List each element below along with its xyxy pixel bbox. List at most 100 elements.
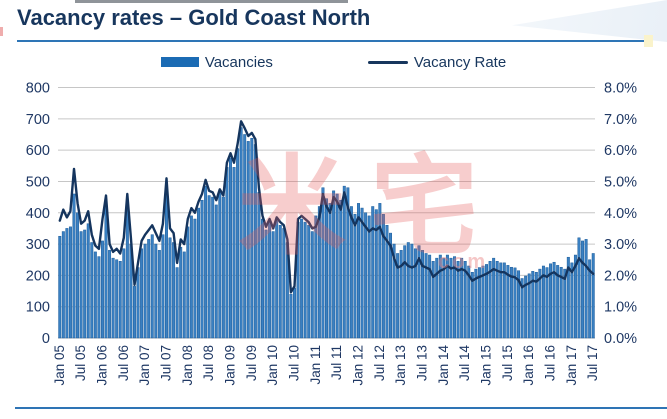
x-axis-tick: Jul 10	[286, 345, 301, 381]
vacancies-bar	[204, 185, 208, 339]
x-axis-tick: Jan 17	[564, 345, 579, 386]
x-axis-tick: Jul 17	[585, 345, 600, 381]
vacancies-bar	[122, 248, 126, 339]
vacancies-bar	[424, 253, 428, 339]
vacancies-bar	[346, 187, 350, 339]
vacancies-bar	[68, 226, 72, 339]
vacancies-bar	[353, 214, 357, 339]
left-axis-tick: 400	[26, 206, 50, 222]
vacancies-bar	[559, 266, 563, 339]
vacancies-bar	[278, 225, 282, 339]
vacancies-bar	[385, 225, 389, 339]
left-axis-tick: 600	[26, 143, 50, 159]
vacancies-bar	[193, 218, 197, 339]
vacancies-bar	[132, 286, 136, 339]
vacancies-bar	[232, 167, 236, 339]
vacancies-bar	[509, 266, 513, 339]
vacancies-bar	[453, 256, 457, 339]
vacancies-bar	[488, 261, 492, 339]
x-axis-tick: Jul 08	[201, 345, 216, 381]
x-axis-tick: Jul 15	[500, 345, 515, 381]
vacancies-bar	[282, 228, 286, 339]
vacancies-bar	[289, 293, 293, 339]
vacancies-bar	[474, 268, 478, 339]
vacancies-bar	[332, 190, 336, 339]
vacancies-bar	[396, 253, 400, 339]
vacancies-bar	[495, 261, 499, 339]
vacancies-bar	[79, 231, 83, 339]
vacancies-bar	[527, 273, 531, 339]
vacancies-bar	[492, 257, 496, 339]
vacancies-bar	[115, 259, 119, 339]
vacancies-bar	[189, 215, 193, 339]
right-axis-tick: 8.0%	[604, 81, 637, 97]
right-axis-tick: 6.0%	[604, 143, 637, 159]
vacancies-bar	[264, 229, 268, 339]
vacancies-bar	[467, 265, 471, 339]
vacancies-bar	[250, 137, 254, 339]
vacancies-bar	[581, 240, 585, 339]
x-axis-tick: Jan 14	[436, 345, 451, 386]
vacancies-bar	[371, 206, 375, 339]
vacancies-bar	[58, 235, 62, 339]
vacancies-bar	[591, 253, 595, 339]
vacancy-rate-line-swatch-icon	[367, 60, 408, 64]
right-axis-tick: 4.0%	[604, 206, 637, 222]
vacancies-bar	[225, 167, 229, 339]
vacancies-bar	[413, 248, 417, 339]
vacancies-bar	[321, 187, 325, 339]
vacancies-bar	[61, 231, 65, 339]
left-axis-tick: 300	[26, 237, 50, 253]
vacancies-bar	[307, 225, 311, 339]
x-axis-tick: Jul 12	[372, 345, 387, 381]
left-axis-tick: 200	[26, 268, 50, 284]
vacancies-bar	[545, 267, 549, 339]
legend-label-vacancy-rate: Vacancy Rate	[413, 53, 507, 71]
left-axis-tick: 100	[26, 300, 50, 316]
vacancies-bar	[456, 261, 460, 339]
vacancies-bar	[147, 239, 151, 339]
vacancies-bar	[389, 232, 392, 339]
vacancies-bar	[428, 254, 432, 339]
left-axis-tick: 500	[26, 174, 50, 190]
x-axis-tick: Jul 11	[329, 345, 344, 380]
legend-item-vacancy-rate: Vacancy Rate	[367, 53, 507, 71]
vacancies-bar	[392, 243, 396, 339]
legend-item-vacancies: Vacancies	[160, 54, 273, 71]
vacancies-bar	[86, 223, 90, 339]
vacancies-bar	[463, 261, 467, 339]
vacancies-bar	[485, 264, 489, 339]
vacancies-bar	[325, 198, 328, 339]
vacancies-bar	[481, 265, 485, 339]
vacancies-bar	[577, 237, 581, 339]
vacancies-bar	[328, 203, 332, 339]
x-axis-tick: Jan 12	[351, 345, 366, 386]
vacancies-bar	[524, 275, 528, 339]
vacancies-bar	[271, 231, 275, 339]
vacancies-bar	[534, 271, 538, 339]
vacancies-bar	[200, 199, 204, 339]
left-axis-tick: 700	[26, 112, 50, 128]
vacancies-bar	[236, 148, 240, 339]
vacancies-bar	[243, 134, 247, 339]
x-axis-tick: Jan 07	[137, 345, 152, 386]
chart-legend: Vacancies Vacancy Rate	[0, 52, 667, 72]
vacancies-bar	[179, 246, 183, 339]
vacancies-bar	[367, 215, 371, 339]
vacancies-bar	[253, 144, 257, 339]
x-axis-tick: Jan 09	[222, 345, 237, 386]
vacancies-bar	[140, 248, 144, 339]
x-axis-tick: Jul 16	[543, 345, 558, 381]
vacancies-bar	[83, 229, 87, 339]
vacancies-bar	[97, 256, 101, 339]
vacancies-bar	[275, 220, 279, 339]
right-axis-tick: 5.0%	[604, 174, 637, 190]
vacancies-bar	[125, 203, 129, 339]
vacancies-bar	[65, 228, 69, 339]
right-axis-tick: 3.0%	[604, 237, 637, 253]
vacancies-bar	[246, 141, 250, 339]
title-underline	[17, 40, 646, 42]
right-axis-tick: 2.0%	[604, 268, 637, 284]
vacancy-rate-line	[58, 120, 595, 294]
